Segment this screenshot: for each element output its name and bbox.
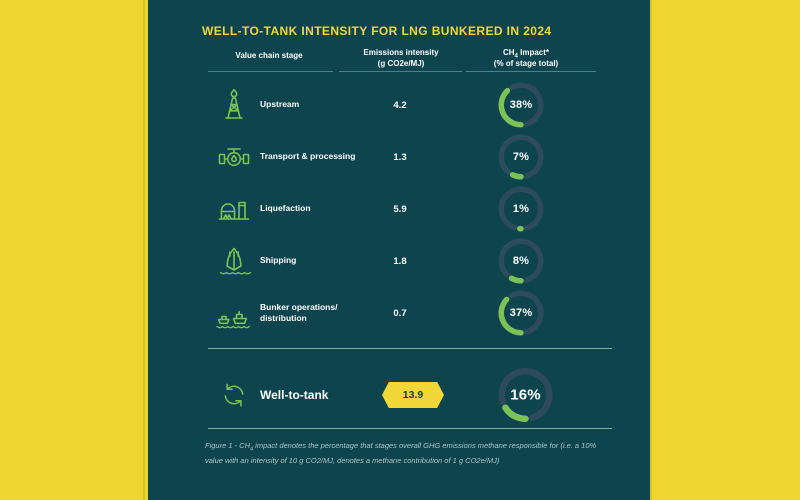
bunker-ships-icon xyxy=(208,295,260,331)
ch4-impact-gauge: 1% xyxy=(498,186,544,232)
table-row-bunker-operations: Bunker operations/distribution 0.7 37% xyxy=(208,287,618,339)
stage-label: Shipping xyxy=(260,255,297,266)
intensity-value: 0.7 xyxy=(393,307,407,319)
column-header-ch4-impact: CH4 Impact* (% of stage total) xyxy=(493,47,559,69)
stage-label: Transport & processing xyxy=(260,151,356,162)
ch4-impact-gauge-total: 16% xyxy=(498,368,553,423)
ch4-impact-gauge: 37% xyxy=(498,290,544,336)
section-divider-top xyxy=(208,348,612,349)
ch4-impact-gauge: 8% xyxy=(498,238,544,284)
cycle-icon xyxy=(208,378,260,412)
gauge-percent-label: 8% xyxy=(512,255,530,267)
intensity-value: 1.3 xyxy=(393,151,407,163)
chart-panel: WELL-TO-TANK INTENSITY FOR LNG BUNKERED … xyxy=(148,0,650,500)
total-intensity-badge: 13.9 xyxy=(382,382,444,408)
stage-label: Upstream xyxy=(260,99,300,110)
column-header-emissions-intensity: Emissions intensity (g CO2e/MJ) xyxy=(363,48,439,69)
figure-footnote: Figure 1 - CH4 impact denotes the percen… xyxy=(205,441,597,465)
table-row-shipping: Shipping 1.8 8% xyxy=(208,235,618,287)
gauge-percent-label: 7% xyxy=(512,151,530,163)
gauge-percent-label: 1% xyxy=(512,203,530,215)
section-divider-bottom xyxy=(208,428,612,429)
stage-label: Liquefaction xyxy=(260,203,311,214)
table-row-well-to-tank-total: Well-to-tank 13.9 16% xyxy=(208,368,618,423)
intensity-value: 5.9 xyxy=(393,203,407,215)
intensity-value: 1.8 xyxy=(393,255,407,267)
stage-label: Bunker operations/distribution xyxy=(260,301,338,323)
ch4-impact-gauge: 38% xyxy=(498,82,544,128)
liquefaction-plant-icon xyxy=(208,191,260,227)
gauge-percent-label: 38% xyxy=(509,99,533,111)
table-row-upstream: Upstream 4.2 38% xyxy=(208,79,618,131)
gauge-percent-label: 16% xyxy=(510,386,541,404)
ch4-impact-gauge: 7% xyxy=(498,134,544,180)
page-title: WELL-TO-TANK INTENSITY FOR LNG BUNKERED … xyxy=(202,24,552,38)
column-header-value-chain-stage: Value chain stage xyxy=(235,50,303,60)
intensity-value: 4.2 xyxy=(393,99,407,111)
right-seam-divider xyxy=(650,0,652,500)
oil-derrick-icon xyxy=(208,87,260,123)
table-row-transport-processing: Transport & processing 1.3 7% xyxy=(208,131,618,183)
total-stage-label: Well-to-tank xyxy=(260,388,329,402)
pipeline-valve-icon xyxy=(208,139,260,175)
gauge-percent-label: 37% xyxy=(509,307,533,319)
ship-icon xyxy=(208,243,260,279)
header-underline-1 xyxy=(208,71,333,72)
left-seam-divider xyxy=(143,0,145,500)
header-underline-3 xyxy=(466,71,596,72)
table-row-liquefaction: Liquefaction 5.9 1% xyxy=(208,183,618,235)
header-underline-2 xyxy=(339,71,462,72)
